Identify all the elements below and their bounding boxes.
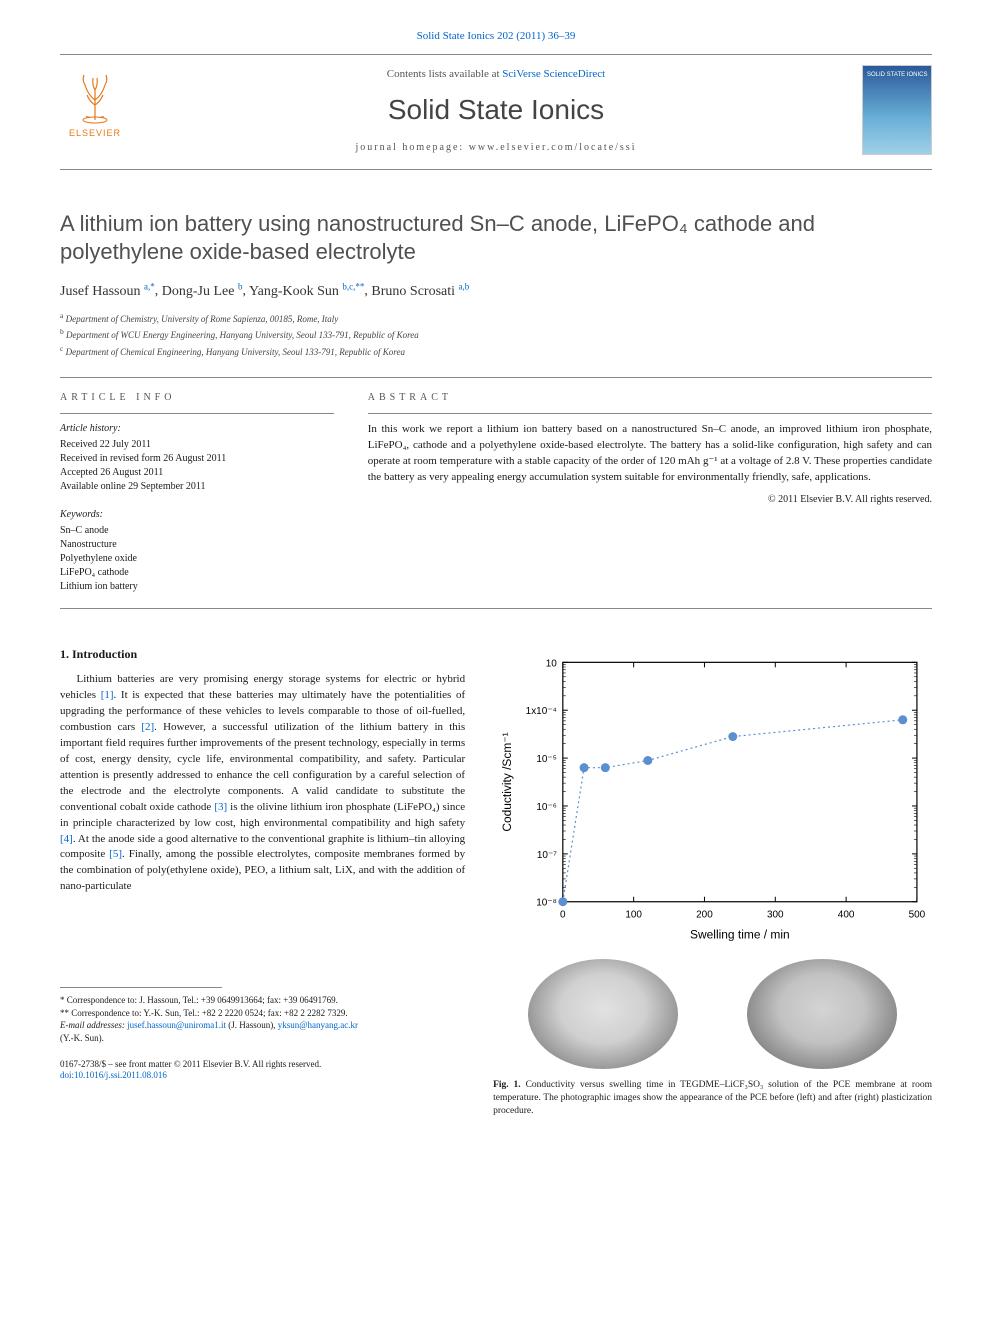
corr-footnote-2: ** Correspondence to: Y.-K. Sun, Tel.: +… [60, 1007, 465, 1020]
keywords-block: Keywords: Sn–C anode Nanostructure Polye… [60, 508, 334, 594]
citation-link[interactable]: [1] [101, 689, 114, 701]
svg-text:100: 100 [625, 910, 642, 921]
citation-link[interactable]: [4] [60, 833, 73, 845]
elsevier-tree-icon [70, 70, 120, 125]
svg-text:10⁻⁸: 10⁻⁸ [536, 898, 557, 909]
elsevier-label: ELSEVIER [69, 128, 121, 138]
email-label: E-mail addresses: [60, 1020, 127, 1030]
copyright-block: 0167-2738/$ – see front matter © 2011 El… [60, 1059, 465, 1082]
article-info-column: article info Article history: Received 2… [60, 378, 348, 608]
affiliation: c Department of Chemical Engineering, Ha… [60, 343, 932, 360]
author-affil-link[interactable]: b,c,** [342, 281, 364, 291]
sample-photo-after [747, 959, 897, 1069]
author-affil-link[interactable]: a,b [459, 281, 470, 291]
fig-caption-text: Conductivity versus swelling time in TEG… [493, 1080, 932, 1116]
fig-caption-label: Fig. 1. [493, 1080, 521, 1090]
journal-homepage: journal homepage: www.elsevier.com/locat… [130, 142, 862, 153]
author: Yang-Kook Sun b,c,** [249, 284, 364, 299]
journal-title: Solid State Ionics [130, 94, 862, 126]
svg-text:Swelling time / min: Swelling time / min [690, 928, 790, 942]
keywords-heading: Keywords: [60, 508, 334, 522]
author: Jusef Hassoun a,* [60, 284, 155, 299]
author-list: Jusef Hassoun a,*, Dong-Ju Lee b, Yang-K… [60, 281, 932, 300]
email-aff-2: (Y.-K. Sun). [60, 1033, 104, 1043]
conductivity-chart-svg: 0 100 200 300 400 500 10⁻⁸ 10⁻⁷ 10⁻⁶ 10⁻⁵ 1x10⁻⁴ 10… [493, 647, 932, 947]
elsevier-logo: ELSEVIER [60, 70, 130, 150]
author-affil-link[interactable]: b [238, 281, 243, 291]
keyword: Lithium ion battery [60, 580, 334, 594]
abstract-copyright: © 2011 Elsevier B.V. All rights reserved… [368, 494, 932, 505]
author-affil-link[interactable]: a,* [144, 281, 155, 291]
section-1-heading: 1. Introduction [60, 647, 465, 662]
keyword: Nanostructure [60, 538, 334, 552]
svg-text:500: 500 [909, 910, 926, 921]
email-link-2[interactable]: yksun@hanyang.ac.kr [278, 1020, 358, 1030]
journal-cover-thumbnail: SOLID STATE IONICS [862, 65, 932, 155]
keyword: Sn–C anode [60, 524, 334, 538]
history-item: Available online 29 September 2011 [60, 480, 334, 494]
contents-prefix: Contents lists available at [387, 68, 502, 80]
history-item: Accepted 26 August 2011 [60, 466, 334, 480]
svg-text:10⁻⁵: 10⁻⁵ [536, 754, 556, 765]
affiliation: a Department of Chemistry, University of… [60, 310, 932, 327]
footnotes: * Correspondence to: J. Hassoun, Tel.: +… [60, 994, 465, 1044]
author: Bruno Scrosati a,b [371, 284, 469, 299]
sciencedirect-link[interactable]: SciVerse ScienceDirect [502, 68, 605, 80]
figure-1-caption: Fig. 1. Conductivity versus swelling tim… [493, 1079, 932, 1117]
email-footnote: E-mail addresses: jusef.hassoun@uniroma1… [60, 1019, 465, 1044]
svg-text:1x10⁻⁴: 1x10⁻⁴ [526, 706, 557, 717]
left-column: 1. Introduction Lithium batteries are ve… [60, 647, 465, 1117]
abstract-text: In this work we report a lithium ion bat… [368, 413, 932, 486]
svg-text:0: 0 [560, 910, 566, 921]
article-title: A lithium ion battery using nanostructur… [60, 210, 932, 265]
svg-text:10⁻⁶: 10⁻⁶ [536, 802, 556, 813]
keyword: Polyethylene oxide [60, 552, 334, 566]
article-info-label: article info [60, 392, 334, 403]
abstract-column: abstract In this work we report a lithiu… [348, 378, 932, 608]
citation-link[interactable]: [3] [214, 801, 227, 813]
right-column: 0 100 200 300 400 500 10⁻⁸ 10⁻⁷ 10⁻⁶ 10⁻⁵ 1x10⁻⁴ 10… [493, 647, 932, 1117]
history-item: Received in revised form 26 August 2011 [60, 452, 334, 466]
figure-1-photos [493, 959, 932, 1069]
journal-masthead: ELSEVIER Contents lists available at Sci… [60, 54, 932, 170]
front-matter-line: 0167-2738/$ – see front matter © 2011 El… [60, 1059, 465, 1071]
figure-1-chart: 0 100 200 300 400 500 10⁻⁸ 10⁻⁷ 10⁻⁶ 10⁻⁵ 1x10⁻⁴ 10… [493, 647, 932, 947]
svg-text:300: 300 [767, 910, 784, 921]
svg-text:Coductivity /Scm⁻¹: Coductivity /Scm⁻¹ [500, 733, 514, 832]
affiliation: b Department of WCU Energy Engineering, … [60, 326, 932, 343]
svg-text:10⁻⁳: 10⁻⁳ [546, 658, 558, 669]
figure-1: 0 100 200 300 400 500 10⁻⁸ 10⁻⁷ 10⁻⁶ 10⁻⁵ 1x10⁻⁴ 10… [493, 647, 932, 1117]
doi-link[interactable]: doi:10.1016/j.ssi.2011.08.016 [60, 1070, 167, 1080]
article-history-heading: Article history: [60, 422, 334, 436]
corr-footnote-1: * Correspondence to: J. Hassoun, Tel.: +… [60, 994, 465, 1007]
affiliation-list: a Department of Chemistry, University of… [60, 310, 932, 360]
footnote-rule [60, 987, 222, 988]
abstract-label: abstract [368, 392, 932, 403]
email-aff-1: (J. Hassoun), [226, 1020, 278, 1030]
intro-paragraph: Lithium batteries are very promising ene… [60, 672, 465, 895]
journal-cover-label: SOLID STATE IONICS [867, 72, 927, 78]
svg-text:200: 200 [696, 910, 713, 921]
email-link-1[interactable]: jusef.hassoun@uniroma1.it [127, 1020, 226, 1030]
body-columns: 1. Introduction Lithium batteries are ve… [60, 647, 932, 1117]
citation-link[interactable]: [5] [109, 848, 122, 860]
keyword: LiFePO₄ cathode [60, 566, 334, 580]
author: Dong-Ju Lee b [162, 284, 243, 299]
journal-reference: Solid State Ionics 202 (2011) 36–39 [60, 30, 932, 42]
masthead-center: Contents lists available at SciVerse Sci… [130, 68, 862, 153]
sample-photo-before [528, 959, 678, 1069]
article-history: Article history: Received 22 July 2011 R… [60, 413, 334, 494]
svg-text:10⁻⁷: 10⁻⁷ [537, 850, 557, 861]
svg-text:400: 400 [838, 910, 855, 921]
citation-link[interactable]: [2] [141, 721, 154, 733]
contents-line: Contents lists available at SciVerse Sci… [130, 68, 862, 80]
history-item: Received 22 July 2011 [60, 438, 334, 452]
info-abstract-row: article info Article history: Received 2… [60, 377, 932, 609]
